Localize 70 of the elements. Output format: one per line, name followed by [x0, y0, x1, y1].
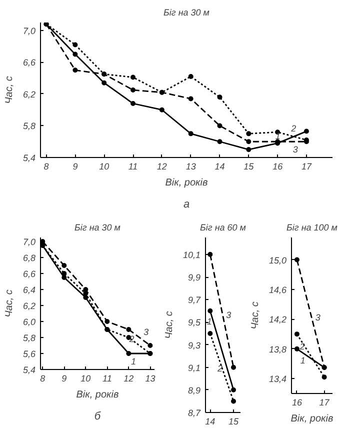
series-label: 3: [144, 327, 149, 338]
x-tick-label: 9: [62, 374, 67, 384]
y-tick-label: 5,4: [22, 365, 36, 375]
y-axis-title: Час, с: [4, 76, 15, 104]
series-label: 1: [206, 316, 212, 327]
y-tick-label: 10,1: [182, 250, 201, 260]
x-tick-label: 10: [80, 374, 91, 384]
y-tick-label: 6,6: [22, 269, 36, 279]
y-tick-label: 13,8: [268, 344, 287, 354]
y-tick-label: 5,6: [22, 349, 36, 359]
y-axis-title: Час, с: [250, 302, 261, 330]
x-tick-label: 15: [244, 162, 255, 172]
y-tick-label: 6,0: [22, 317, 36, 327]
y-tick-label: 9,7: [188, 295, 202, 306]
x-axis-title: Вік, років: [165, 178, 208, 188]
chart-title: Біг на 30 м: [164, 8, 210, 18]
chart-title: Біг на 30 м: [74, 222, 120, 232]
x-tick-label: 16: [292, 398, 302, 408]
y-tick-label: 9,3: [188, 340, 201, 350]
x-tick-label: 8: [40, 374, 46, 384]
x-axis-title: Вік, років: [290, 414, 334, 424]
x-tick-label: 16: [272, 162, 283, 172]
y-tick-label: 6,2: [22, 301, 36, 311]
x-tick-label: 13: [186, 162, 196, 172]
y-tick-label: 7,0: [22, 26, 36, 36]
x-tick-label: 13: [145, 374, 156, 384]
y-tick-label: 9,1: [188, 362, 201, 373]
y-tick-label: 5,8: [22, 333, 36, 343]
text: а: [183, 198, 190, 210]
y-tick-label: 5,8: [22, 121, 36, 132]
y-tick-label: 8,7: [188, 408, 202, 418]
x-tick-label: 14: [214, 162, 225, 172]
y-tick-label: 5,4: [22, 153, 36, 163]
y-tick-label: 6,8: [22, 253, 36, 263]
x-tick-label: 9: [72, 162, 78, 172]
x-tick-label: 14: [205, 416, 216, 426]
y-axis-title: Час, с: [164, 311, 175, 339]
series-label: 3: [226, 310, 232, 320]
series-label: 2: [216, 364, 223, 374]
series-label: 1: [130, 356, 136, 366]
chart-title: Біг на 60 м: [200, 222, 246, 232]
series-label: 2: [298, 341, 305, 352]
y-tick-label: 14,6: [268, 285, 287, 295]
y-tick-label: 8,9: [188, 385, 201, 396]
chart-title: Біг на 100 м: [286, 222, 338, 232]
y-tick-label: 9,9: [188, 272, 201, 283]
x-axis-title: Вік, років: [76, 390, 119, 400]
series-label: 2: [290, 123, 296, 134]
x-tick-label: 15: [228, 416, 240, 426]
x-tick-label: 12: [156, 162, 167, 172]
y-tick-label: 6,6: [22, 58, 36, 68]
x-tick-label: 11: [128, 162, 138, 172]
y-tick-label: 13,4: [268, 374, 287, 384]
x-tick-label: 17: [301, 162, 312, 172]
series-label: 1: [300, 356, 306, 366]
y-tick-label: 15,0: [268, 255, 287, 266]
x-tick-label: 8: [44, 162, 49, 172]
x-tick-label: 17: [319, 398, 330, 408]
series-label: 3: [315, 312, 320, 322]
series-label: 3: [292, 144, 298, 155]
y-tick-label: 6,4: [22, 285, 36, 295]
y-tick-label: 7,0: [22, 237, 36, 247]
y-tick-label: 6,2: [22, 89, 36, 100]
x-tick-label: 10: [99, 162, 110, 172]
x-tick-label: 11: [102, 374, 112, 384]
x-tick-label: 12: [124, 374, 134, 384]
y-tick-label: 9,5: [188, 318, 202, 328]
y-axis-title: Час, с: [4, 290, 15, 318]
y-tick-label: 14,2: [268, 314, 287, 325]
text: б: [94, 410, 102, 422]
